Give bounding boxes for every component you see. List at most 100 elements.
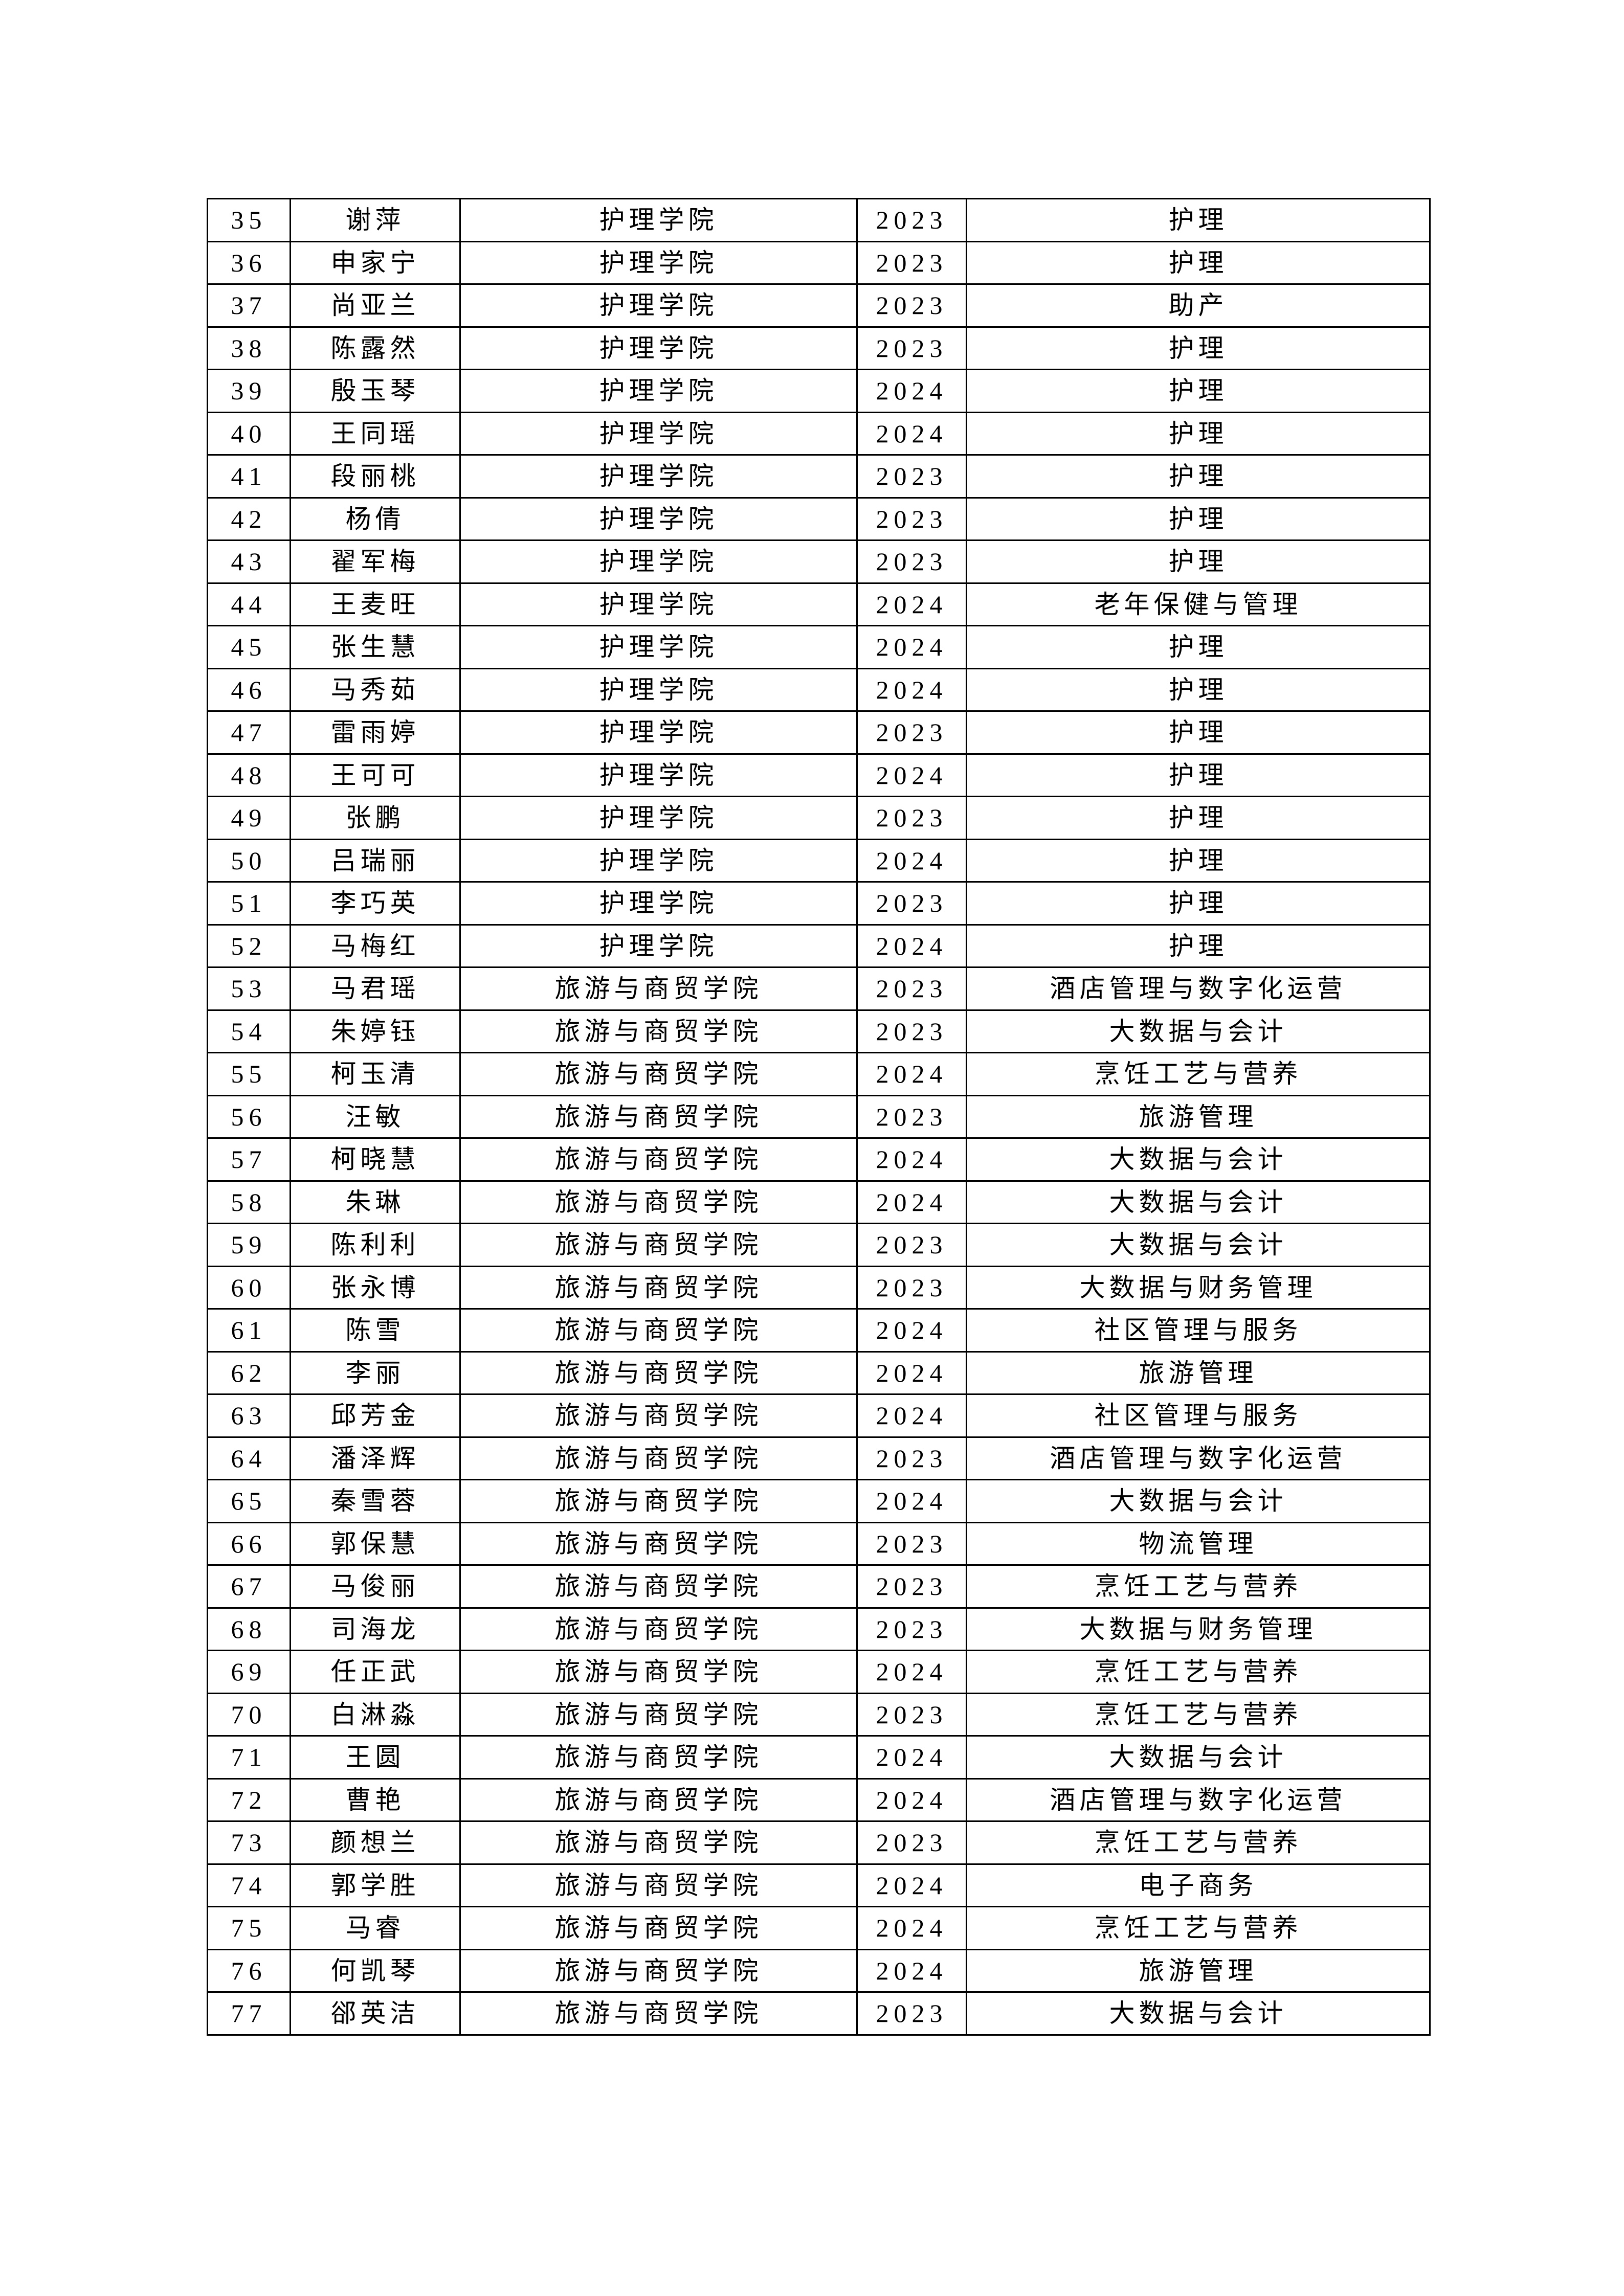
cell-major: 烹饪工艺与营养 <box>966 1052 1431 1096</box>
cell-number: 68 <box>207 1607 291 1651</box>
table-row: 46 马秀茹 护理学院 2024 护理 <box>207 667 1431 712</box>
cell-number: 47 <box>207 710 291 755</box>
table-row: 48 王可可 护理学院 2024 护理 <box>207 753 1431 797</box>
cell-name: 白淋淼 <box>290 1692 461 1737</box>
cell-name: 张生慧 <box>290 625 461 669</box>
cell-major: 护理 <box>966 667 1431 712</box>
cell-college: 旅游与商贸学院 <box>459 1009 858 1053</box>
cell-name: 马睿 <box>290 1906 461 1950</box>
cell-college: 护理学院 <box>459 796 858 840</box>
cell-major: 助产 <box>966 283 1431 328</box>
table-row: 44 王麦旺 护理学院 2024 老年保健与管理 <box>207 582 1431 626</box>
cell-number: 41 <box>207 454 291 499</box>
cell-number: 39 <box>207 369 291 413</box>
cell-college: 旅游与商贸学院 <box>459 1094 858 1139</box>
cell-name: 郭学胜 <box>290 1863 461 1907</box>
cell-number: 55 <box>207 1052 291 1096</box>
cell-year: 2023 <box>856 881 967 926</box>
cell-name: 朱琳 <box>290 1180 461 1224</box>
cell-college: 护理学院 <box>459 454 858 499</box>
cell-college: 护理学院 <box>459 838 858 883</box>
cell-year: 2023 <box>856 1991 967 2036</box>
cell-name: 马秀茹 <box>290 667 461 712</box>
cell-name: 何凯琴 <box>290 1948 461 1993</box>
cell-number: 57 <box>207 1137 291 1182</box>
cell-name: 马君瑶 <box>290 966 461 1011</box>
cell-number: 56 <box>207 1094 291 1139</box>
table-row: 55 柯玉清 旅游与商贸学院 2024 烹饪工艺与营养 <box>207 1052 1431 1096</box>
cell-college: 旅游与商贸学院 <box>459 1991 858 2036</box>
cell-year: 2024 <box>856 369 967 413</box>
cell-number: 43 <box>207 539 291 584</box>
cell-name: 柯玉清 <box>290 1052 461 1096</box>
table-row: 40 王同瑶 护理学院 2024 护理 <box>207 411 1431 456</box>
cell-major: 酒店管理与数字化运营 <box>966 966 1431 1011</box>
cell-college: 旅游与商贸学院 <box>459 1393 858 1438</box>
cell-college: 旅游与商贸学院 <box>459 1479 858 1523</box>
cell-year: 2024 <box>856 1393 967 1438</box>
cell-number: 49 <box>207 796 291 840</box>
cell-year: 2024 <box>856 1350 967 1395</box>
cell-year: 2023 <box>856 1265 967 1310</box>
cell-number: 60 <box>207 1265 291 1310</box>
cell-year: 2024 <box>856 1735 967 1780</box>
cell-name: 柯晓慧 <box>290 1137 461 1182</box>
cell-college: 护理学院 <box>459 710 858 755</box>
cell-number: 74 <box>207 1863 291 1907</box>
table-row: 36 申家宁 护理学院 2023 护理 <box>207 240 1431 285</box>
cell-college: 旅游与商贸学院 <box>459 1820 858 1865</box>
cell-college: 旅游与商贸学院 <box>459 1692 858 1737</box>
table-row: 71 王圆 旅游与商贸学院 2024 大数据与会计 <box>207 1735 1431 1780</box>
cell-year: 2024 <box>856 1777 967 1822</box>
cell-name: 王麦旺 <box>290 582 461 626</box>
cell-college: 旅游与商贸学院 <box>459 1607 858 1651</box>
table-row: 69 任正武 旅游与商贸学院 2024 烹饪工艺与营养 <box>207 1650 1431 1694</box>
table-row: 58 朱琳 旅游与商贸学院 2024 大数据与会计 <box>207 1180 1431 1224</box>
table-row: 50 吕瑞丽 护理学院 2024 护理 <box>207 838 1431 883</box>
cell-year: 2023 <box>856 283 967 328</box>
cell-college: 旅游与商贸学院 <box>459 966 858 1011</box>
cell-college: 旅游与商贸学院 <box>459 1137 858 1182</box>
cell-major: 社区管理与服务 <box>966 1393 1431 1438</box>
cell-number: 77 <box>207 1991 291 2036</box>
cell-major: 大数据与会计 <box>966 1137 1431 1182</box>
cell-major: 护理 <box>966 625 1431 669</box>
cell-name: 陈雪 <box>290 1308 461 1353</box>
cell-number: 46 <box>207 667 291 712</box>
cell-year: 2024 <box>856 1180 967 1224</box>
cell-name: 谢萍 <box>290 198 461 242</box>
cell-year: 2024 <box>856 1650 967 1694</box>
cell-name: 张鹏 <box>290 796 461 840</box>
cell-major: 大数据与会计 <box>966 1735 1431 1780</box>
cell-major: 护理 <box>966 240 1431 285</box>
table-row: 35 谢萍 护理学院 2023 护理 <box>207 198 1431 242</box>
cell-major: 护理 <box>966 326 1431 370</box>
table-row: 72 曹艳 旅游与商贸学院 2024 酒店管理与数字化运营 <box>207 1777 1431 1822</box>
cell-major: 物流管理 <box>966 1521 1431 1566</box>
table-row: 61 陈雪 旅游与商贸学院 2024 社区管理与服务 <box>207 1308 1431 1353</box>
table-row: 57 柯晓慧 旅游与商贸学院 2024 大数据与会计 <box>207 1137 1431 1182</box>
cell-major: 酒店管理与数字化运营 <box>966 1777 1431 1822</box>
cell-major: 大数据与财务管理 <box>966 1265 1431 1310</box>
cell-name: 尚亚兰 <box>290 283 461 328</box>
cell-number: 75 <box>207 1906 291 1950</box>
table-row: 76 何凯琴 旅游与商贸学院 2024 旅游管理 <box>207 1948 1431 1993</box>
table-row: 42 杨倩 护理学院 2023 护理 <box>207 497 1431 541</box>
cell-major: 护理 <box>966 838 1431 883</box>
cell-major: 大数据与财务管理 <box>966 1607 1431 1651</box>
cell-major: 护理 <box>966 881 1431 926</box>
cell-college: 护理学院 <box>459 411 858 456</box>
cell-year: 2023 <box>856 1094 967 1139</box>
table-row: 47 雷雨婷 护理学院 2023 护理 <box>207 710 1431 755</box>
cell-name: 陈利利 <box>290 1223 461 1267</box>
table-row: 77 郤英洁 旅游与商贸学院 2023 大数据与会计 <box>207 1991 1431 2036</box>
cell-year: 2024 <box>856 1906 967 1950</box>
cell-name: 雷雨婷 <box>290 710 461 755</box>
table-row: 74 郭学胜 旅游与商贸学院 2024 电子商务 <box>207 1863 1431 1907</box>
student-table: 35 谢萍 护理学院 2023 护理 36 申家宁 护理学院 2023 护理 37 尚亚兰 护理学院 20… <box>207 198 1431 2036</box>
cell-year: 2024 <box>856 411 967 456</box>
cell-year: 2023 <box>856 796 967 840</box>
cell-year: 2023 <box>856 198 967 242</box>
cell-college: 旅游与商贸学院 <box>459 1650 858 1694</box>
cell-college: 护理学院 <box>459 240 858 285</box>
